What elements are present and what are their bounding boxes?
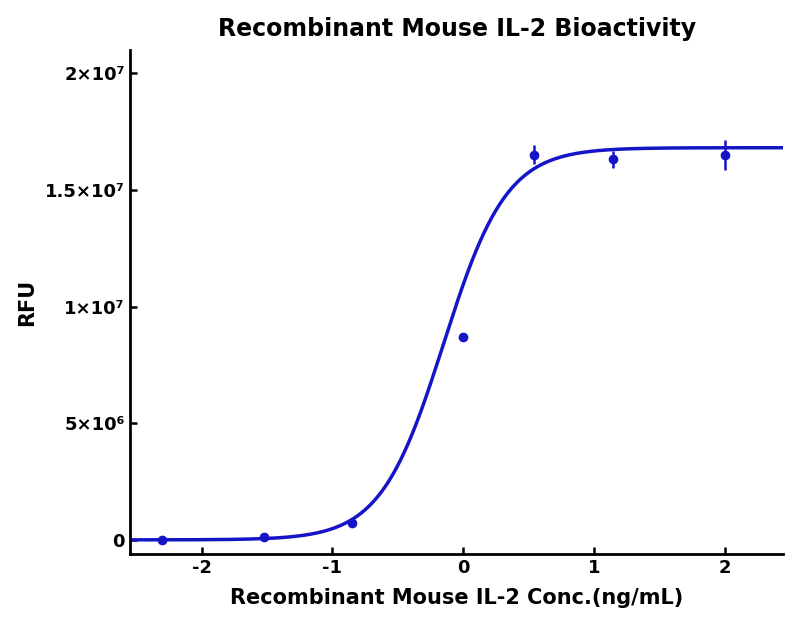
Title: Recombinant Mouse IL-2 Bioactivity: Recombinant Mouse IL-2 Bioactivity [218, 17, 696, 41]
Y-axis label: RFU: RFU [17, 278, 37, 326]
X-axis label: Recombinant Mouse IL-2 Conc.(ng/mL): Recombinant Mouse IL-2 Conc.(ng/mL) [230, 588, 683, 608]
